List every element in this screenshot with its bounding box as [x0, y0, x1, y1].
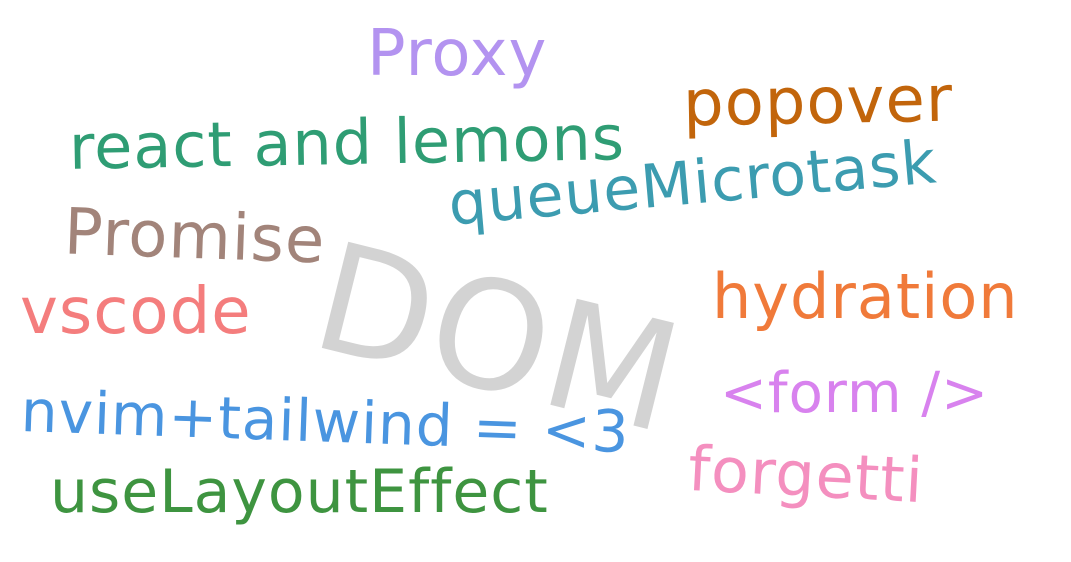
word-popover: popover — [682, 62, 954, 142]
word-use-layout-effect: useLayoutEffect — [50, 457, 549, 527]
word-promise: Promise — [62, 195, 327, 279]
word-hydration: hydration — [712, 260, 1019, 333]
word-forgetti: forgetti — [686, 432, 926, 518]
word-form: <form /> — [720, 361, 990, 426]
word-vscode: vscode — [20, 275, 252, 349]
word-proxy: Proxy — [367, 17, 548, 91]
